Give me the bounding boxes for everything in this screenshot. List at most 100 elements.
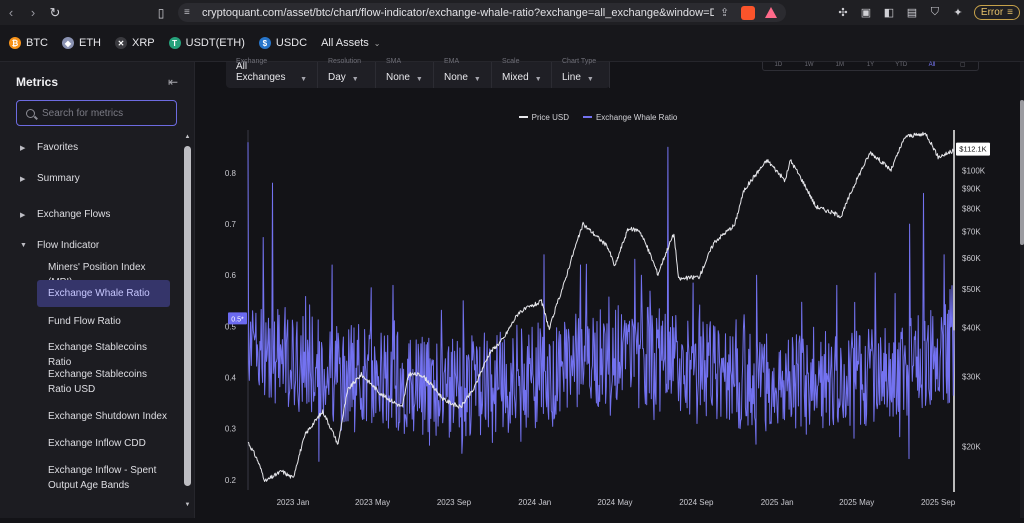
back-icon[interactable]: ‹: [8, 5, 14, 20]
filter-resolution[interactable]: Resolution Day ▼: [318, 58, 376, 88]
wallet-icon[interactable]: ▤: [906, 7, 918, 19]
filter-label: SMA: [386, 58, 402, 65]
metric-search-box[interactable]: [16, 100, 177, 126]
chevron-down-icon: ▼: [586, 76, 594, 83]
range-ytd[interactable]: YTD: [895, 62, 908, 68]
sidebar-group-label: Exchange Flows: [37, 209, 111, 220]
brave-shields-icon[interactable]: [741, 5, 756, 20]
asset-tab-xrp[interactable]: ✕ XRP: [115, 37, 155, 49]
filter-chart-type[interactable]: Chart Type Line ▼: [552, 58, 610, 88]
range-1w[interactable]: 1W: [804, 62, 814, 68]
range-all[interactable]: All: [928, 62, 936, 68]
legend-swatch: [518, 116, 528, 118]
sidebar-item-exchange-stablecoins-ratio[interactable]: Exchange Stablecoins Ratio: [48, 342, 147, 368]
error-button[interactable]: Error ≡: [973, 5, 1020, 20]
sidebar-item-exchange-inflow-spent-output-age-bands[interactable]: Exchange Inflow - Spent Output Age Bands: [48, 465, 157, 491]
legend-item[interactable]: Exchange Whale Ratio: [582, 112, 678, 122]
address-bar[interactable]: ≡ cryptoquant.com/asset/btc/chart/flow-i…: [178, 3, 786, 22]
range-1d[interactable]: 1D: [774, 62, 783, 68]
current-price-label: $112.1K: [959, 145, 986, 154]
right-axis-tick: $20K: [962, 442, 981, 451]
current-ratio-label: 0.5*: [231, 316, 244, 323]
metric-search-input[interactable]: [42, 107, 162, 119]
asset-label: USDT(ETH): [185, 37, 245, 49]
share-icon[interactable]: ⇪: [720, 7, 730, 19]
all-assets-dropdown[interactable]: All Assets ⌄: [321, 37, 380, 49]
series-price-usd[interactable]: [247, 131, 955, 482]
filter-scale[interactable]: Scale Mixed ▼: [492, 58, 552, 88]
range-1y[interactable]: 1Y: [866, 62, 875, 68]
usdteth-coin-icon: T: [168, 37, 181, 49]
caret-right-icon: ▶: [20, 175, 26, 183]
sidebar-item-exchange-inflow-cdd[interactable]: Exchange Inflow CDD: [48, 438, 146, 449]
collapse-sidebar-icon[interactable]: ⇤: [167, 75, 178, 89]
legend-item[interactable]: Price USD: [518, 113, 569, 122]
filter-sma[interactable]: SMA None ▼: [376, 58, 434, 88]
calendar-icon[interactable]: ▢: [959, 62, 966, 68]
current-ratio-marker: [228, 312, 247, 325]
asset-tab-usdteth[interactable]: T USDT(ETH): [168, 37, 245, 49]
sidebar-group-exchange-flows[interactable]: ▶ Exchange Flows: [20, 209, 110, 220]
x-axis-tick: 2023 May: [355, 498, 390, 507]
asset-label: XRP: [132, 37, 155, 49]
x-axis-tick: 2025 May: [839, 498, 874, 507]
series-exchange-whale-ratio[interactable]: [247, 142, 955, 462]
leo-ai-icon[interactable]: ✦: [953, 7, 963, 19]
asset-tab-btc[interactable]: ₿ BTC: [9, 37, 48, 49]
site-settings-icon[interactable]: ≡: [184, 7, 190, 18]
sidebar-item-exchange-shutdown-index[interactable]: Exchange Shutdown Index: [48, 411, 167, 422]
sidebar-item-exchange-stablecoins-ratio-usd[interactable]: Exchange Stablecoins Ratio USD: [48, 369, 147, 395]
vpn-icon[interactable]: ⛉: [930, 6, 940, 18]
sidebar-scrollbar[interactable]: ▲ ▼: [183, 134, 192, 510]
scroll-down-icon[interactable]: ▼: [184, 502, 191, 508]
chevron-down-icon: ▼: [351, 76, 359, 83]
filter-value: None: [444, 72, 468, 83]
sidebar-toggle-icon[interactable]: ◧: [883, 7, 895, 19]
page-scrollbar-thumb[interactable]: [1020, 100, 1024, 245]
filter-label: EMA: [444, 58, 460, 65]
left-axis-tick: 0.3: [225, 425, 237, 434]
filter-value: Day: [328, 72, 346, 83]
chart-panel: Exchange All Exchanges ▼ Resolution Day ▼ SMA N…: [196, 58, 1024, 518]
reload-icon[interactable]: ↻: [49, 4, 61, 20]
chevron-down-icon: ⌄: [373, 38, 381, 48]
filter-ema[interactable]: EMA None ▼: [434, 58, 492, 88]
screenshot-icon[interactable]: ▣: [860, 7, 872, 19]
asset-tab-eth[interactable]: ◆ ETH: [62, 37, 101, 49]
extensions-icon[interactable]: ✣: [838, 7, 848, 19]
error-label: Error: [980, 7, 1004, 18]
brave-rewards-icon[interactable]: [765, 7, 778, 18]
forward-icon[interactable]: ›: [30, 5, 36, 20]
filter-exchange[interactable]: Exchange All Exchanges ▼: [226, 58, 318, 88]
legend-swatch: [582, 116, 592, 118]
sidebar-group-label: Favorites: [37, 142, 79, 153]
left-axis-tick: 0.6: [225, 271, 237, 280]
chevron-down-icon: ▼: [300, 76, 307, 83]
browser-right-controls: ✣ ▣ ◧ ▤ ⛉ ✦ Error ≡: [836, 3, 1020, 22]
chart-filters: Exchange All Exchanges ▼ Resolution Day ▼ SMA N…: [226, 58, 610, 88]
page-scrollbar-track[interactable]: [1020, 62, 1024, 518]
filter-value: All Exchanges: [236, 61, 286, 83]
range-1m[interactable]: 1M: [835, 62, 844, 68]
asset-label: USDC: [275, 37, 308, 49]
eth-coin-icon: ◆: [62, 37, 74, 49]
sidebar-item-exchange-whale-ratio[interactable]: Exchange Whale Ratio: [37, 280, 170, 307]
right-axis-tick: $60K: [962, 254, 981, 263]
left-axis-tick: 0.5: [225, 322, 237, 331]
asset-tab-usdc[interactable]: $ USDC: [258, 37, 308, 49]
url-text[interactable]: cryptoquant.com/asset/btc/chart/flow-ind…: [202, 6, 714, 19]
right-axis-tick: $100K: [962, 166, 986, 175]
chart-svg: 0.8 0.7 0.6 0.5 0.4 0.3 0.2 $100K $90K $80K $70K $6…: [225, 130, 990, 507]
bookmark-icon[interactable]: ▯: [157, 5, 165, 20]
sidebar-group-label: Flow Indicator: [37, 240, 100, 251]
sidebar-group-summary[interactable]: ▶ Summary: [20, 173, 80, 184]
scroll-up-icon[interactable]: ▲: [184, 134, 191, 140]
sidebar-group-favorites[interactable]: ▶ Favorites: [20, 142, 78, 153]
right-axis-tick: $40K: [962, 323, 981, 332]
sidebar-item-fund-flow-ratio[interactable]: Fund Flow Ratio: [48, 316, 121, 327]
chevron-down-icon: ▼: [473, 76, 481, 83]
sidebar-group-label: Summary: [37, 173, 80, 184]
sidebar-group-flow-indicator[interactable]: ▼ Flow Indicator: [20, 240, 99, 251]
sidebar-scroll-thumb[interactable]: [184, 146, 191, 486]
legend-label: Exchange Whale Ratio: [595, 112, 678, 122]
